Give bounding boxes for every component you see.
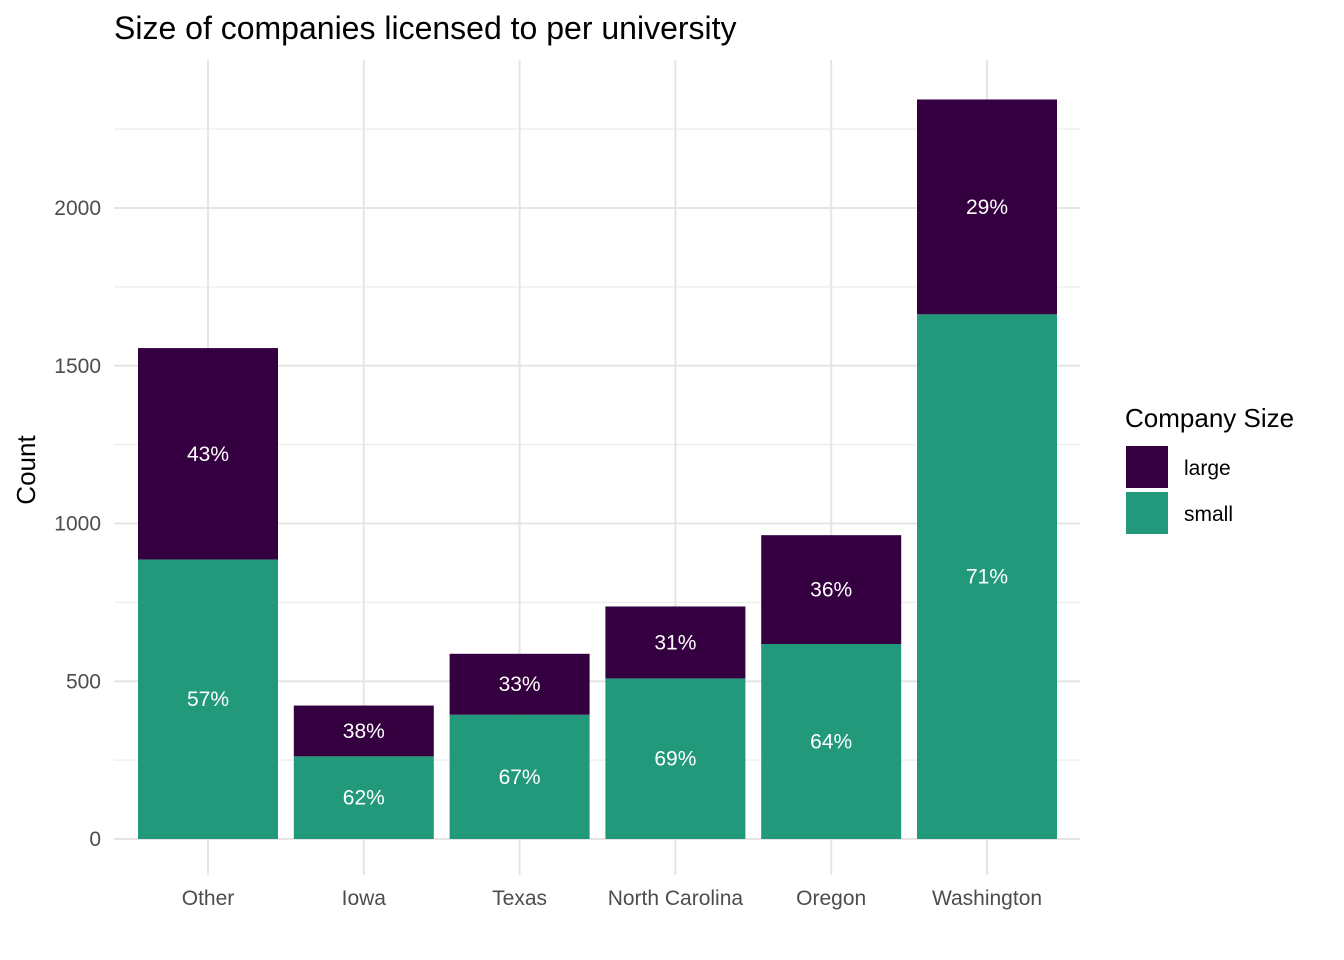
legend-swatch-large xyxy=(1126,446,1168,488)
bar-large xyxy=(761,535,902,645)
x-tick-label: North Carolina xyxy=(608,887,744,910)
x-tick-label: Iowa xyxy=(342,887,387,910)
bar-small xyxy=(917,314,1057,839)
bar-large xyxy=(917,99,1057,315)
y-tick-label: 0 xyxy=(89,828,101,851)
bar-small xyxy=(138,559,278,839)
x-axis-ticks: Other Iowa Texas North Carolina Oregon Washin… xyxy=(182,887,1042,910)
y-tick-label: 2000 xyxy=(54,197,101,220)
data-label: 57% xyxy=(187,688,229,711)
data-label: 71% xyxy=(966,566,1008,589)
bar-large xyxy=(449,653,590,715)
bar-small xyxy=(605,678,746,839)
bar-large xyxy=(138,348,278,560)
legend-label-small: small xyxy=(1184,503,1233,526)
bar-large xyxy=(605,606,746,679)
bars xyxy=(138,99,1057,839)
data-label: 33% xyxy=(499,673,541,696)
bar-labels: 57% 43% 62% 38% 67% 33% 69% 31% 64% 36% 71% 29% xyxy=(187,196,1008,810)
data-label: 43% xyxy=(187,443,229,466)
data-label: 67% xyxy=(499,766,541,789)
legend-title: Company Size xyxy=(1125,403,1294,433)
x-tick-label: Oregon xyxy=(796,887,866,910)
y-tick-label: 1000 xyxy=(54,513,101,536)
y-tick-label: 1500 xyxy=(54,355,101,378)
data-label: 31% xyxy=(654,631,696,654)
data-label: 69% xyxy=(654,748,696,771)
data-label: 64% xyxy=(810,731,852,754)
data-label: 36% xyxy=(810,579,852,602)
bar-small xyxy=(293,756,434,839)
legend: Company Size large small xyxy=(1125,403,1294,534)
bar-small xyxy=(449,714,590,839)
data-label: 38% xyxy=(343,720,385,743)
y-axis-ticks: 0 500 1000 1500 2000 xyxy=(54,197,101,851)
y-axis-title: Count xyxy=(11,435,41,505)
x-tick-label: Other xyxy=(182,887,235,910)
bar-large xyxy=(293,705,434,757)
legend-label-large: large xyxy=(1184,457,1231,480)
data-label: 29% xyxy=(966,196,1008,219)
legend-swatch-small xyxy=(1126,492,1168,534)
x-tick-label: Texas xyxy=(492,887,547,910)
chart-title: Size of companies licensed to per univer… xyxy=(114,10,737,46)
data-label: 62% xyxy=(343,787,385,810)
y-tick-label: 500 xyxy=(66,670,101,693)
bar-small xyxy=(761,644,902,839)
x-tick-label: Washington xyxy=(932,887,1042,910)
